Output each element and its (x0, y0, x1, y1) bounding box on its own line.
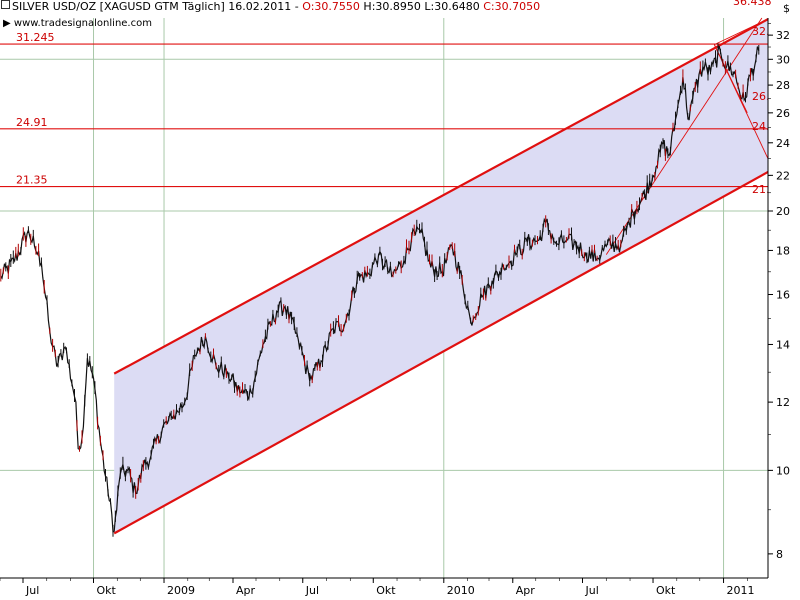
x-tick-label: 2010 (447, 584, 475, 597)
right-edge-labels: 32. 26. 24. 21. 36.438 (733, 0, 772, 196)
currency-label: $ (783, 2, 790, 15)
y-tick-label: 22 (776, 169, 790, 182)
source-url: www.tradesignalonline.com (13, 18, 152, 29)
y-tick-label: 10 (776, 464, 790, 477)
level-label: 31.245 (16, 31, 55, 44)
y-tick-label: 24 (776, 137, 790, 150)
trend-line (713, 44, 748, 114)
y-tick-label: 26 (776, 107, 790, 120)
source-line: ▶ www.tradesignalonline.com (3, 18, 152, 29)
y-tick-label: 8 (776, 548, 783, 561)
symbol: [XAGUSD GTM (99, 0, 179, 13)
x-tick-label: Apr (516, 584, 536, 597)
projection-label: 21. (752, 183, 770, 196)
x-tick-label: Jul (305, 584, 319, 597)
header-icon (1, 0, 10, 9)
low-value: L:30.6480 (424, 0, 480, 13)
x-tick-label: Okt (656, 584, 676, 597)
x-tick-label: Okt (97, 584, 117, 597)
x-tick-label: 2011 (727, 584, 755, 597)
instrument-name: SILVER USD/OZ (12, 0, 97, 13)
x-tick-label: Jul (25, 584, 39, 597)
projection-label: 32. (752, 25, 770, 38)
y-tick-label: 28 (776, 79, 790, 92)
y-tick-label: 12 (776, 396, 790, 409)
high-value: H:30.8950 (363, 0, 421, 13)
projection-label: 24. (752, 120, 770, 133)
close-value: C:30.7050 (483, 0, 541, 13)
channel-upper-line (113, 18, 769, 375)
y-tick-label: 16 (776, 288, 790, 301)
price-series (0, 43, 760, 537)
y-tick-label: 20 (776, 205, 790, 218)
x-tick-label: Apr (236, 584, 256, 597)
y-tick-label: 30 (776, 53, 790, 66)
projection-label: 36.438 (733, 0, 772, 8)
x-tick-label: Okt (376, 584, 396, 597)
channel-fill (114, 19, 768, 534)
axes: 8 10 12 14 16 18 20 22 24 26 28 30 32 Jul Okt 2009 Apr Ju… (0, 18, 790, 597)
price-channel (113, 18, 769, 535)
projection-label: 26. (752, 90, 770, 103)
level-label: 24.91 (16, 116, 48, 129)
trend-line (605, 17, 763, 255)
quote-date: 16.02.2011 (228, 0, 292, 13)
x-tick-label: Jul (585, 584, 599, 597)
horizontal-levels: 31.245 24.91 21.35 (0, 31, 768, 188)
level-label: 21.35 (16, 174, 48, 187)
period: Täglich] (182, 0, 225, 13)
chart-header: SILVER USD/OZ [XAGUSD GTM Täglich] 16.02… (0, 0, 540, 13)
y-tick-label: 18 (776, 244, 790, 257)
channel-lower-line (113, 170, 769, 535)
y-tick-label: 14 (776, 338, 790, 351)
open-value: O:30.7550 (302, 0, 360, 13)
trend-line (714, 18, 769, 46)
x-tick-label: 2009 (167, 584, 195, 597)
arrow-icon: ▶ (3, 18, 11, 29)
y-tick-label: 32 (776, 29, 790, 42)
